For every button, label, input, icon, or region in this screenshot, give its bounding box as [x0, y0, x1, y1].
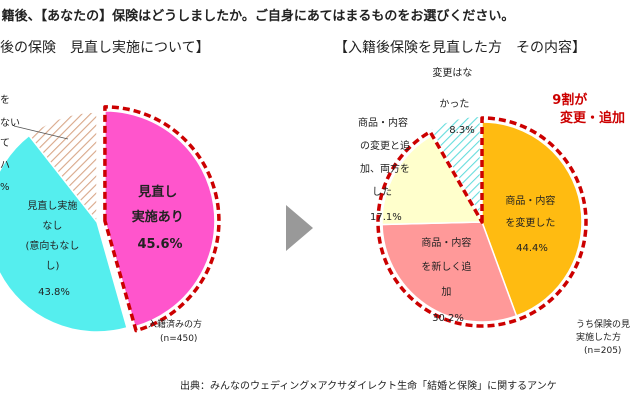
- play-arrow-icon: [286, 205, 313, 251]
- slice-label-line: %: [0, 182, 10, 193]
- slice-label-lightcyan: 変更はな かった 8.3%: [432, 66, 475, 136]
- source-note: 出典：みんなのウェディング×アクサダイレクト生命「結婚と保険」に関するアンケ: [180, 379, 557, 392]
- pie-slice: [0, 134, 128, 333]
- highlight-outline: [376, 116, 588, 328]
- left-base-note-line: (n=450): [160, 334, 197, 344]
- left-slice-labels: 見直し 実施あり 45.6% 見直し実施 なし (意向もなし し) 43.8% …: [0, 94, 189, 298]
- pie-slice: [104, 110, 216, 328]
- slice-label-yellow: 商品・内容 の変更と追 加、両方を した 17.1%: [358, 116, 413, 223]
- slice-label-line: 17.1%: [370, 212, 402, 223]
- left-base-note: 入籍済みの方 (n=450): [148, 318, 205, 344]
- slice-label-line: の変更と追: [360, 139, 410, 152]
- slice-label-orange: 商品・内容 を変更した 44.4%: [505, 194, 558, 254]
- highlight-outline: [103, 105, 221, 333]
- pie-slice: [381, 221, 518, 323]
- right-chart-title: 【入籍後保険を見直した方 その内容】: [334, 39, 586, 56]
- callout-text: 9割が 変更・追加: [552, 92, 625, 126]
- slice-label-line: 8.3%: [449, 125, 474, 136]
- slice-label-line: 商品・内容: [421, 236, 471, 249]
- slice-label-line: 変更はな: [432, 66, 472, 79]
- slice-label-line: (意向もなし: [25, 239, 79, 252]
- slice-label-salmon: 商品・内容 を新しく追 加 30.2%: [421, 236, 474, 324]
- slice-label-line: 45.6%: [137, 237, 182, 252]
- right-base-note-line: (n=205): [584, 346, 621, 356]
- slice-label-line: を変更した: [505, 216, 555, 229]
- slice-label-line: ハ: [0, 160, 10, 171]
- slice-label-line: ない: [0, 117, 20, 129]
- callout-line: 9割が: [552, 92, 587, 108]
- pie-slice: [429, 115, 482, 220]
- slice-label-line: を: [0, 94, 10, 106]
- slice-label-line: なし: [42, 220, 62, 232]
- pie-slice: [381, 134, 484, 226]
- right-pie: [376, 115, 588, 328]
- right-base-note: うち保険の見 実施した方 (n=205): [576, 318, 633, 356]
- slice-label-line: 加、両方を: [360, 162, 410, 175]
- slice-label-line: 見直し実施: [27, 199, 77, 212]
- callout-line: 変更・追加: [560, 110, 625, 126]
- slice-label-pink: 見直し 実施あり 45.6%: [132, 184, 189, 252]
- right-slice-labels: 商品・内容 を変更した 44.4% 商品・内容 を新しく追 加 30.2% 商品…: [358, 66, 558, 324]
- slice-label-cyan: 見直し実施 なし (意向もなし し) 43.8%: [25, 199, 82, 298]
- left-pie: [0, 105, 221, 333]
- slice-label-line: した: [372, 186, 392, 198]
- pie-slice: [27, 111, 98, 225]
- slice-label-line: 商品・内容: [505, 194, 555, 207]
- slice-label-line: 30.2%: [432, 313, 464, 324]
- leader-line: [13, 125, 69, 140]
- slice-label-line: 加: [441, 286, 451, 298]
- slice-label-line: し): [45, 260, 59, 272]
- slice-label-line: 43.8%: [38, 287, 70, 298]
- slice-label-line: 44.4%: [516, 243, 548, 254]
- left-chart-title: 後の保険 見直し実施について】: [0, 39, 210, 56]
- slice-label-line: 商品・内容: [358, 116, 408, 129]
- pie-slice: [481, 121, 583, 317]
- slice-label-line: かった: [439, 98, 469, 110]
- left-base-note-line: 入籍済みの方: [148, 318, 202, 330]
- slice-label-line: 見直し: [137, 184, 177, 200]
- slice-label-line: 実施あり: [132, 209, 184, 225]
- right-base-note-line: うち保険の見: [576, 318, 630, 330]
- header-question: 籍後、【あなたの】保険はどうしましたか。ご自身にあてはまるものをお選びください。: [1, 8, 515, 24]
- slice-label-line: を新しく追: [421, 260, 471, 273]
- slice-label-line: て: [0, 138, 10, 149]
- right-base-note-line: 実施した方: [576, 331, 621, 343]
